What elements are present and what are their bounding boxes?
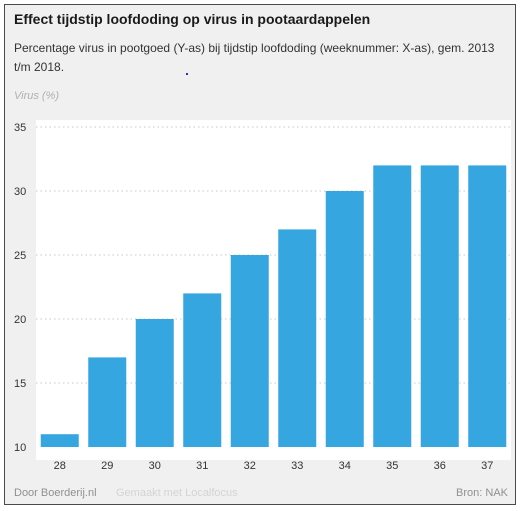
y-tick-labels: 10 15 20 25 30 35 (14, 122, 26, 454)
x-tick-label: 36 (434, 460, 446, 472)
y-tick-label: 35 (14, 122, 26, 134)
bar (230, 255, 269, 447)
bar (325, 191, 364, 447)
footer-source: Bron: NAK (456, 487, 508, 499)
chart-title: Effect tijdstip loofdoding op virus in p… (14, 11, 371, 27)
x-tick-label: 32 (244, 460, 256, 472)
x-tick-label: 37 (481, 460, 493, 472)
bar-chart: 10 15 20 25 30 35 28 29 30 31 32 33 34 35 36 37 (14, 120, 511, 472)
y-tick-label: 25 (14, 250, 26, 262)
y-axis-label: Virus (%) (14, 90, 60, 102)
bar (183, 293, 222, 447)
bar (135, 319, 174, 447)
bar (420, 165, 459, 447)
x-tick-label: 31 (196, 460, 208, 472)
x-tick-label: 35 (386, 460, 398, 472)
y-tick-label: 15 (14, 378, 26, 390)
bar (40, 434, 79, 447)
x-tick-label: 30 (149, 460, 161, 472)
chart-subtitle: Percentage virus in pootgoed (Y-as) bij … (14, 41, 495, 74)
bar (373, 165, 412, 447)
x-tick-label: 28 (54, 460, 66, 472)
y-tick-label: 20 (14, 314, 26, 326)
bars (40, 165, 507, 447)
y-tick-label: 30 (14, 186, 26, 198)
y-tick-label: 10 (14, 442, 26, 454)
bar (468, 165, 507, 447)
bar (88, 357, 127, 447)
x-tick-label: 34 (339, 460, 351, 472)
x-tick-labels: 28 29 30 31 32 33 34 35 36 37 (54, 460, 494, 472)
footer-made-with: Gemaakt met Localfocus (116, 487, 238, 499)
footer-credit: Door Boerderij.nl (14, 487, 97, 499)
x-tick-label: 33 (291, 460, 303, 472)
x-tick-label: 29 (101, 460, 113, 472)
stray-dot (186, 73, 188, 75)
bar (278, 229, 317, 447)
chart-card: Effect tijdstip loofdoding op virus in p… (4, 4, 516, 505)
